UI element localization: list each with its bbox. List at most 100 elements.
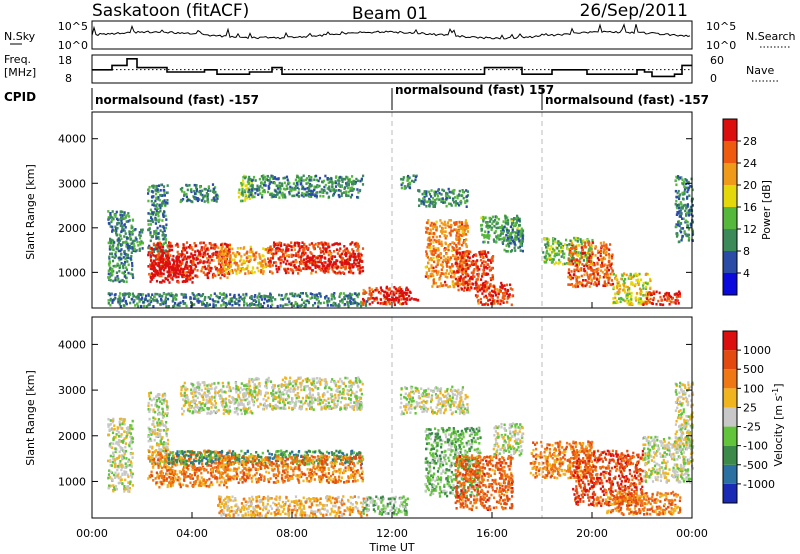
power-region-0 [107,210,135,284]
power-ytick-label-3: 4000 [58,133,86,146]
velocity-colorbar-frame [722,330,738,504]
velocity-heatmap [107,376,695,518]
power-region-19 [480,214,525,244]
power-region-13 [379,290,420,302]
power-colorbar-label-4: 20 [743,179,757,192]
power-region-14 [400,174,418,190]
freq-panel: Freq. [MHz] 18 8 60 0 Nave [4,53,778,85]
noise-right-tick-bottom: 10^0 [706,39,736,52]
velocity-region-10 [424,426,482,498]
power-region-22 [567,241,615,289]
velocity-colorbar-label: Velocity [m s-1] [771,383,785,466]
power-region-1 [129,228,144,253]
noise-frame [91,20,693,50]
power-region-9 [267,241,365,275]
power-region-25 [674,175,695,244]
velocity-region-12 [492,422,525,457]
freq-step-line [92,58,692,78]
power-colorbar-swatch-0 [723,273,737,295]
cpid-mode-2: normalsound (fast) 157 [395,83,554,97]
power-colorbar-swatch-4 [723,185,737,207]
velocity-region-17 [674,381,695,452]
power-region-4 [149,254,195,284]
power-colorbar-label-3: 16 [743,201,757,214]
velocity-region-15 [605,490,682,516]
time-tick-label-1: 04:00 [176,527,208,540]
noise-panel: N.Sky 10^5 10^0 10^5 10^0 N.Search [4,20,796,52]
power-ylabel: Slant Range [km] [24,164,37,260]
noise-right-tick-top: 10^5 [706,20,736,33]
power-region-6 [217,245,270,275]
noise-left-tick-top: 10^5 [58,20,88,33]
velocity-colorbar: 1000 500 100 25 -25 -100 -500 -1000 [722,330,775,504]
velocity-colorbar-label-5: -100 [743,440,768,453]
noise-left-tick-bottom: 10^0 [58,39,88,52]
cpid-row: CPID normalsound (fast) -157 normalsound… [4,83,709,110]
velocity-colorbar-swatch-1 [723,464,737,484]
noise-sky-line [91,23,691,40]
time-axis: 00:00 04:00 08:00 12:00 16:00 20:00 00:00 [76,302,708,540]
velocity-colorbar-label-6: -500 [743,459,768,472]
velocity-region-11 [454,454,514,512]
power-colorbar-swatch-5 [723,163,737,185]
power-region-18 [474,281,515,307]
power-colorbar-label-2: 12 [743,223,757,236]
velocity-region-5 [247,376,364,411]
velocity-region-0 [107,417,134,493]
velocity-colorbar-swatch-6 [723,369,737,389]
freq-left-tick-bottom: 8 [65,72,72,85]
power-colorbar-label-1: 8 [743,245,750,258]
time-tick-label-2: 08:00 [276,527,308,540]
time-axis-label: Time UT [368,541,414,554]
power-region-11 [107,292,370,308]
freq-label-line2: [MHz] [4,66,36,79]
power-region-24 [642,290,681,307]
velocity-colorbar-label-0: 1000 [743,344,771,357]
noise-left-label: N.Sky [4,30,36,43]
power-region-5 [179,183,219,204]
power-panel: 1000 2000 3000 4000 Slant Range [km] 4 8 12 16… [24,111,773,309]
velocity-region-9 [399,385,469,416]
velocity-region-7 [217,495,369,518]
velocity-yaxis: 1000 2000 3000 4000 [58,338,692,488]
time-tick-label-0: 00:00 [76,527,108,540]
velocity-colorbar-swatch-8 [723,331,737,351]
velocity-ylabel: Slant Range [km] [24,370,37,466]
power-colorbar-swatch-6 [723,141,737,163]
velocity-colorbar-swatch-0 [723,483,737,503]
cpid-mode-1: normalsound (fast) -157 [95,93,259,107]
freq-left-tick-top: 18 [58,54,72,67]
velocity-colorbar-label-7: -1000 [743,478,775,491]
velocity-colorbar-swatch-3 [723,426,737,446]
power-region-10 [304,254,364,270]
noise-trace [91,23,691,40]
velocity-colorbar-label-4: -25 [743,421,761,434]
power-colorbar-swatch-3 [723,207,737,229]
velocity-colorbar-swatch-4 [723,407,737,427]
power-region-23 [612,272,652,306]
freq-right-tick-bottom: 0 [710,72,717,85]
nave-label: Nave [746,64,774,77]
power-ytick-label-2: 3000 [58,177,86,190]
power-colorbar-label-6: 28 [743,135,757,148]
velocity-ytick-label-1: 2000 [58,430,86,443]
velocity-region-6 [217,454,365,484]
velocity-colorbar-label-3: 25 [743,401,757,414]
power-ytick-label-1: 2000 [58,222,86,235]
freq-label-line1: Freq. [4,53,31,66]
time-tick-label-5: 20:00 [576,527,608,540]
velocity-panel: 1000 2000 3000 4000 Slant Range [km] 1000 50… [24,316,785,519]
velocity-ytick-label-2: 3000 [58,384,86,397]
power-yaxis: 1000 2000 3000 4000 [58,133,692,279]
power-colorbar-swatch-7 [723,119,737,141]
power-region-8 [247,174,365,199]
velocity-ytick-label-0: 1000 [58,475,86,488]
power-colorbar-label-5: 24 [743,157,757,170]
velocity-colorbar-label-2: 100 [743,382,764,395]
power-region-2 [147,183,170,257]
velocity-ytick-label-3: 4000 [58,338,86,351]
power-colorbar-label: Power [dB] [760,180,773,240]
cpid-label: CPID [4,90,36,104]
freq-right-tick-top: 60 [710,54,724,67]
